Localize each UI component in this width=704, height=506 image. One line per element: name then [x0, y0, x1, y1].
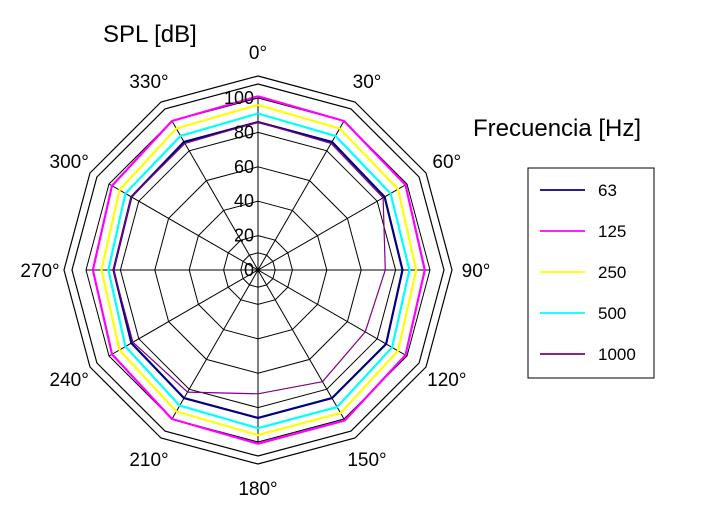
- r-tick-label: 100: [224, 88, 254, 108]
- angle-tick-label: 150°: [347, 450, 386, 471]
- legend-title: Frecuencia [Hz]: [473, 115, 641, 142]
- series-line-250: [100, 103, 418, 437]
- legend-label-125: 125: [598, 222, 626, 241]
- legend-label-500: 500: [598, 304, 626, 323]
- angle-tick-label: 0°: [249, 43, 267, 64]
- angle-tick-label: 330°: [129, 72, 168, 93]
- r-tick-label: 80: [234, 122, 254, 142]
- angle-tick-label: 30°: [353, 72, 382, 93]
- legend-label-1000: 1000: [598, 345, 636, 364]
- r-tick-label: 60: [234, 157, 254, 177]
- angle-tick-label: 120°: [427, 370, 466, 391]
- chart-title: SPL [dB]: [103, 21, 197, 48]
- r-tick-label: 0: [244, 260, 254, 280]
- angle-tick-label: 90°: [462, 261, 491, 282]
- series-layer: [91, 95, 426, 445]
- r-tick-label: 40: [234, 191, 254, 211]
- series-line-500: [107, 112, 411, 430]
- angle-tick-label: 300°: [50, 152, 89, 173]
- polar-grid: [85, 97, 431, 443]
- series-line-125: [91, 95, 426, 445]
- series-line-1000: [112, 121, 386, 395]
- radial-tick-labels: 0 20 40 60 80 100: [224, 88, 254, 280]
- legend-label-250: 250: [598, 263, 626, 282]
- legend-box: [527, 167, 655, 379]
- angle-tick-label: 240°: [50, 370, 89, 391]
- outer-frame: [63, 75, 453, 465]
- frame-outer-2: [63, 75, 453, 465]
- legend-label-63: 63: [598, 181, 617, 200]
- legend: 63 125 250 500 1000: [540, 181, 636, 364]
- angle-tick-label: 180°: [238, 479, 277, 500]
- angle-tick-label: 60°: [432, 152, 461, 173]
- r-tick-label: 20: [234, 226, 254, 246]
- frame-outer: [71, 83, 445, 457]
- angle-tick-label: 210°: [129, 450, 168, 471]
- angle-tick-labels: 0° 30° 60° 90° 120° 150° 180° 210° 240° 270° 300° 3…: [20, 43, 490, 500]
- grid-spoke: [171, 120, 345, 420]
- angle-tick-label: 270°: [20, 261, 59, 282]
